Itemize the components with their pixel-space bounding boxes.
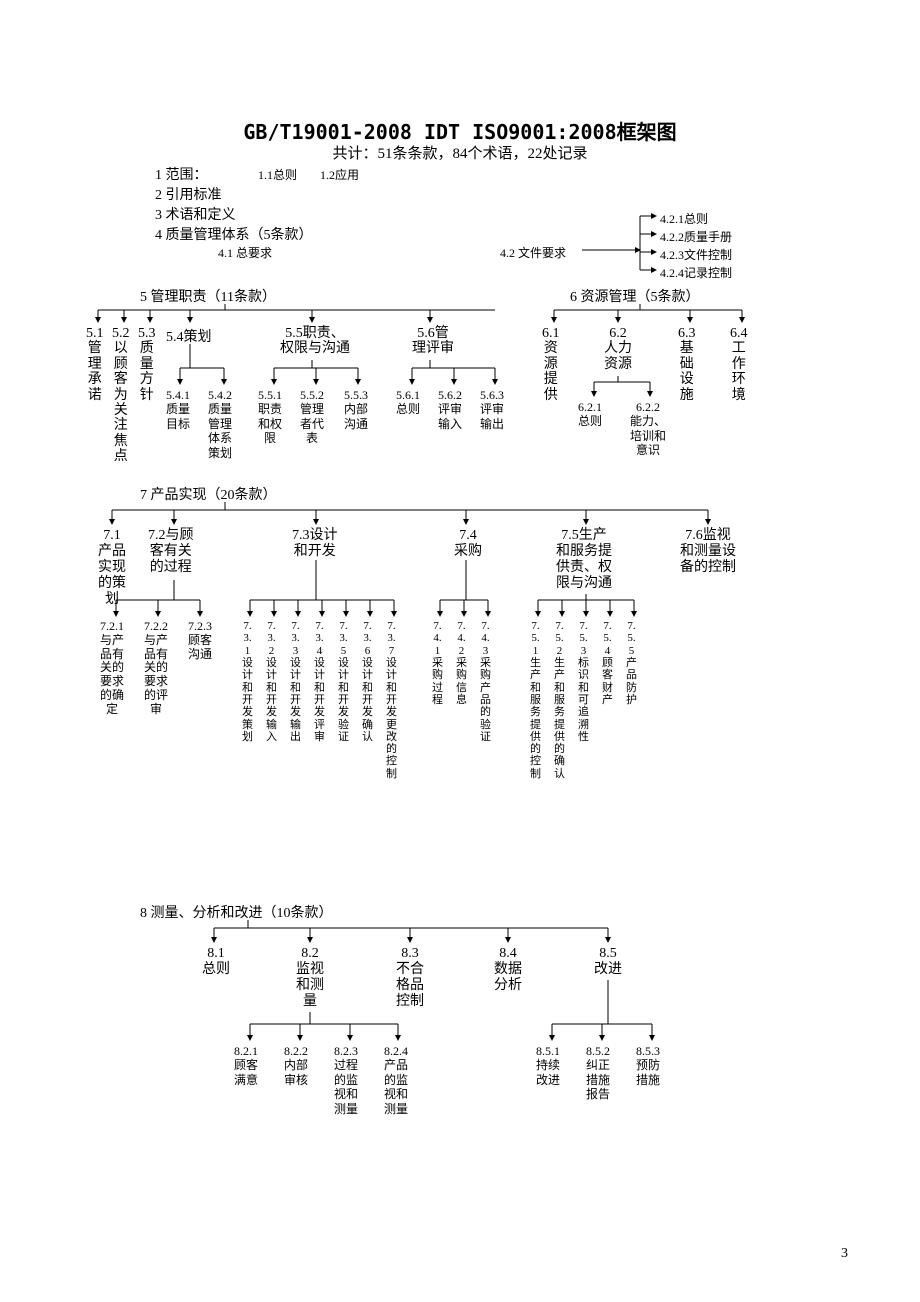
s53: 5.3 质 量 方 针 <box>138 326 156 403</box>
s851: 8.5.1 持续 改进 <box>536 1044 560 1087</box>
s81: 8.1 总则 <box>202 946 230 978</box>
sec3: 3 术语和定义 <box>155 204 236 224</box>
s736: 7. 3. 6 设 计 和 开 发 确 认 <box>362 620 373 743</box>
sec2: 2 引用标准 <box>155 184 222 204</box>
s552: 5.5.2 管理 者代 表 <box>300 388 324 446</box>
s561: 5.6.1 总则 <box>396 388 420 417</box>
s421: 4.2.1总则 <box>660 210 708 227</box>
s64: 6.4 工 作 环 境 <box>730 326 748 403</box>
s54: 5.4策划 <box>166 326 212 346</box>
sec6: 6 资源管理（5条款） <box>570 286 700 306</box>
s731: 7. 3. 1 设 计 和 开 发 策 划 <box>242 620 253 743</box>
s551: 5.5.1 职责 和权 限 <box>258 388 282 446</box>
s553: 5.5.3 内部 沟通 <box>344 388 368 431</box>
s422: 4.2.2质量手册 <box>660 228 732 245</box>
s755: 7. 5. 5 产 品 防 护 <box>626 620 637 706</box>
s52: 5.2 以 顾 客 为 关 注 焦 点 <box>112 326 130 465</box>
s562: 5.6.2 评审 输入 <box>438 388 462 431</box>
s743: 7. 4. 3 采 购 产 品 的 验 证 <box>480 620 491 743</box>
sec4a: 4.1 总要求 <box>218 244 272 261</box>
diagram-title: GB/T19001-2008 IDT ISO9001:2008框架图 <box>0 116 920 145</box>
s721: 7.2.1 与产 品有 关的 要求 的确 定 <box>100 620 124 717</box>
s85: 8.5 改进 <box>594 946 622 978</box>
s541: 5.4.1 质量 目标 <box>166 388 190 431</box>
s722: 7.2.2 与产 品有 关的 要求 的评 审 <box>144 620 168 717</box>
sec1: 1 范围： <box>155 164 208 184</box>
s83: 8.3 不合 格品 控制 <box>396 946 424 1010</box>
s621: 6.2.1 总则 <box>578 400 602 429</box>
s821: 8.2.1 顾客 满意 <box>234 1044 258 1087</box>
s753: 7. 5. 3 标 识 和 可 追 溯 性 <box>578 620 589 743</box>
s822: 8.2.2 内部 审核 <box>284 1044 308 1087</box>
sec1a: 1.1总则 <box>258 166 297 183</box>
s51: 5.1 管 理 承 诺 <box>86 326 104 403</box>
s823: 8.2.3 过程 的监 视和 测量 <box>334 1044 358 1116</box>
s737: 7. 3. 7 设 计 和 开 发 更 改 的 控 制 <box>386 620 397 780</box>
s563: 5.6.3 评审 输出 <box>480 388 504 431</box>
sec4: 4 质量管理体系（5条款） <box>155 224 313 244</box>
sec1b: 1.2应用 <box>320 166 359 183</box>
page-number: 3 <box>841 1246 848 1262</box>
s852: 8.5.2 纠正 措施 报告 <box>586 1044 610 1102</box>
s752: 7. 5. 2 生 产 和 服 务 提 供 的 确 认 <box>554 620 565 780</box>
s62: 6.2 人力 资源 <box>604 326 632 372</box>
diagram-subtitle: 共计：51条条款，84个术语，22处记录 <box>0 142 920 163</box>
s622: 6.2.2 能力、 培训和 意识 <box>630 400 666 458</box>
s734: 7. 3. 4 设 计 和 开 发 评 审 <box>314 620 325 743</box>
s55: 5.5职责、 权限与沟通 <box>280 326 350 357</box>
s63: 6.3 基 础 设 施 <box>678 326 696 403</box>
s735: 7. 3. 5 设 计 和 开 发 验 证 <box>338 620 349 743</box>
s542: 5.4.2 质量 管理 体系 策划 <box>208 388 232 460</box>
s853: 8.5.3 预防 措施 <box>636 1044 660 1087</box>
s74: 7.4 采购 <box>454 528 482 560</box>
s71: 7.1 产品 实现 的策 划 <box>98 528 126 608</box>
s75: 7.5生产 和服务提 供责、权 限与沟通 <box>556 528 612 592</box>
s56: 5.6管 理评审 <box>412 326 454 357</box>
sec4b: 4.2 文件要求 <box>500 244 566 261</box>
s61: 6.1 资 源 提 供 <box>542 326 560 403</box>
s76: 7.6监视 和测量设 备的控制 <box>680 528 736 576</box>
s423: 4.2.3文件控制 <box>660 246 732 263</box>
sec7: 7 产品实现（20条款） <box>140 484 277 504</box>
s424: 4.2.4记录控制 <box>660 264 732 281</box>
s742: 7. 4. 2 采 购 信 息 <box>456 620 467 706</box>
s723: 7.2.3 顾客 沟通 <box>188 620 212 661</box>
s84: 8.4 数据 分析 <box>494 946 522 994</box>
s741: 7. 4. 1 采 购 过 程 <box>432 620 443 706</box>
s751: 7. 5. 1 生 产 和 服 务 提 供 的 控 制 <box>530 620 541 780</box>
sec8: 8 测量、分析和改进（10条款） <box>140 902 333 922</box>
s73: 7.3设计 和开发 <box>292 528 338 560</box>
s754: 7. 5. 4 顾 客 财 产 <box>602 620 613 706</box>
s733: 7. 3. 3 设 计 和 开 发 输 出 <box>290 620 301 743</box>
s732: 7. 3. 2 设 计 和 开 发 输 入 <box>266 620 277 743</box>
s72: 7.2与顾 客有关 的过程 <box>148 528 194 576</box>
sec5: 5 管理职责（11条款） <box>140 286 276 306</box>
s82: 8.2 监视 和测 量 <box>296 946 324 1010</box>
s824: 8.2.4 产品 的监 视和 测量 <box>384 1044 408 1116</box>
